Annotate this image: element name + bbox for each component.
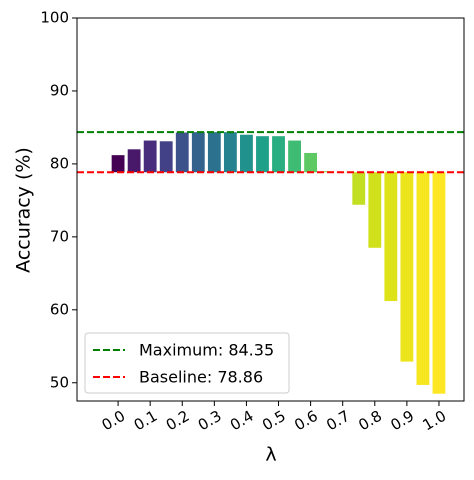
bar xyxy=(384,172,397,301)
bar xyxy=(352,172,365,205)
x-tick-label: 0.5 xyxy=(259,407,289,435)
y-axis-label: Accuracy (%) xyxy=(13,147,35,273)
bar xyxy=(368,172,381,248)
legend-label: Baseline: 78.86 xyxy=(139,368,263,387)
x-tick-label: 0.1 xyxy=(131,407,161,435)
bar xyxy=(272,136,285,172)
bar xyxy=(417,172,430,385)
bar xyxy=(176,133,189,173)
x-tick-label: 1.0 xyxy=(420,407,450,435)
bar xyxy=(160,141,173,172)
x-tick-label: 0.8 xyxy=(355,407,385,435)
bar xyxy=(224,132,237,172)
bar xyxy=(144,141,157,173)
bar xyxy=(256,136,269,172)
y-tick-label: 90 xyxy=(50,81,69,99)
bar xyxy=(112,155,125,172)
legend-label: Maximum: 84.35 xyxy=(139,341,274,360)
bar xyxy=(208,132,221,172)
y-tick-label: 100 xyxy=(40,9,69,27)
bar xyxy=(288,141,301,173)
y-tick-label: 50 xyxy=(50,373,69,391)
y-tick-label: 70 xyxy=(50,227,69,245)
bar xyxy=(240,135,253,172)
bar xyxy=(400,172,413,361)
x-tick-label: 0.3 xyxy=(195,407,225,435)
y-tick-label: 80 xyxy=(50,154,69,172)
x-tick-label: 0.4 xyxy=(227,407,257,435)
bar xyxy=(433,172,446,393)
x-tick-label: 0.7 xyxy=(323,407,353,435)
x-tick-label: 0.9 xyxy=(387,407,417,435)
x-tick-label: 0.2 xyxy=(163,407,193,435)
bar xyxy=(304,153,317,172)
y-tick-label: 60 xyxy=(50,300,69,318)
legend: Maximum: 84.35 Baseline: 78.86 xyxy=(85,333,289,393)
x-tick-label: 0.0 xyxy=(99,407,129,435)
x-tick-label: 0.6 xyxy=(291,407,321,435)
bar xyxy=(128,149,141,172)
x-axis-label: λ xyxy=(265,444,276,466)
bar xyxy=(192,132,205,172)
